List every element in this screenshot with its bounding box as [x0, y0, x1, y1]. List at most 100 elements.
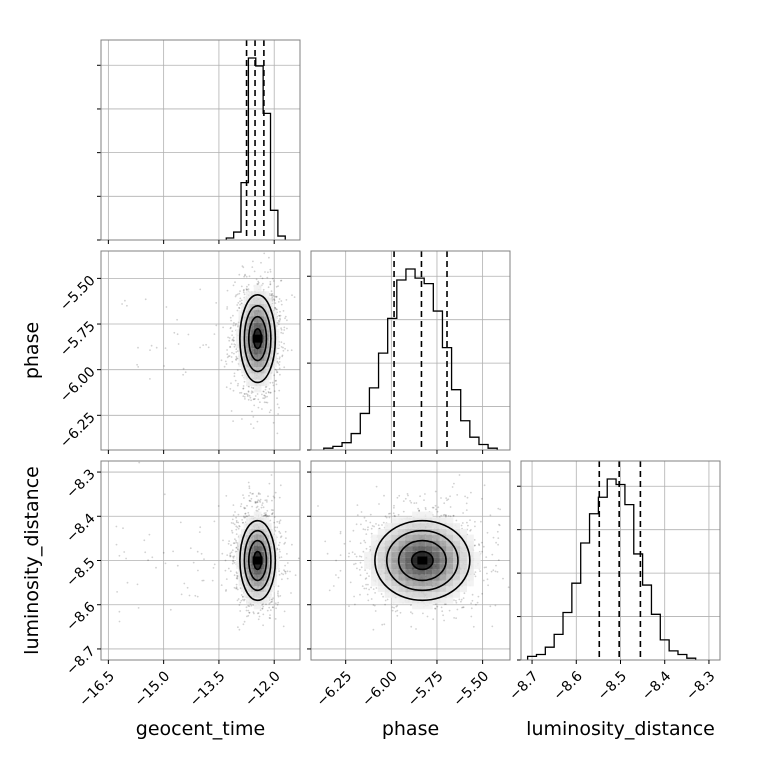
sample-point	[238, 307, 241, 309]
density-cell	[266, 360, 270, 368]
sample-point	[231, 339, 234, 341]
sample-point	[233, 574, 236, 577]
density-cell	[258, 354, 262, 361]
sample-point	[284, 541, 286, 544]
sample-point	[446, 499, 448, 502]
sample-point	[278, 367, 281, 370]
density-cell	[274, 534, 277, 541]
density-cell	[269, 592, 272, 598]
sample-point	[236, 572, 238, 575]
sample-point	[197, 569, 199, 572]
density-cell	[405, 540, 413, 547]
sample-point	[247, 614, 250, 617]
density-cell	[274, 316, 277, 323]
sample-point	[262, 506, 265, 509]
sample-point	[278, 357, 281, 360]
sample-point	[364, 569, 366, 571]
sample-point	[122, 527, 124, 530]
sample-point	[256, 420, 259, 423]
sample-point	[262, 282, 264, 285]
sample-point	[259, 501, 262, 503]
sample-point	[404, 497, 407, 500]
density-cell	[460, 574, 467, 581]
sample-point	[242, 291, 245, 294]
sample-point	[273, 298, 275, 301]
density-cell	[405, 597, 413, 604]
sample-point	[473, 573, 476, 576]
sample-point	[261, 603, 264, 605]
sample-point	[245, 515, 248, 518]
sample-point	[445, 514, 447, 517]
density-cell	[258, 373, 262, 380]
density-cell	[418, 528, 426, 535]
sample-point	[217, 505, 220, 507]
sample-point	[280, 327, 282, 330]
sample-point	[236, 304, 239, 306]
sample-point	[271, 299, 274, 302]
sample-point	[356, 504, 359, 506]
sample-point	[270, 598, 273, 601]
density-cell	[269, 373, 272, 380]
sample-point	[255, 495, 258, 498]
density-cell	[269, 310, 272, 317]
density-cell	[266, 586, 270, 593]
density-cell	[241, 557, 244, 564]
sample-point	[225, 386, 228, 389]
sample-point	[437, 506, 440, 509]
density-cell	[460, 546, 467, 552]
sample-point	[297, 557, 300, 560]
density-cell	[261, 557, 265, 564]
scatter-luminosity-distance-vs-phase-peak	[417, 556, 428, 565]
sample-point	[352, 529, 355, 532]
density-cell	[439, 523, 447, 529]
sample-point	[223, 365, 226, 368]
sample-point	[267, 515, 269, 518]
density-cell	[246, 546, 249, 552]
density-cell	[453, 592, 461, 598]
density-cell	[264, 563, 267, 570]
sample-point	[243, 507, 246, 510]
sample-point	[233, 352, 235, 355]
density-cell	[261, 341, 265, 349]
sample-point	[236, 542, 239, 544]
density-cell	[432, 534, 440, 541]
sample-point	[453, 482, 455, 485]
sample-point	[283, 326, 286, 329]
hist-luminosity-distance-xtick-label-2: −8.5	[595, 668, 630, 703]
density-cell	[432, 574, 440, 581]
sample-point	[240, 599, 243, 602]
sample-point	[265, 514, 268, 517]
sample-point	[248, 611, 251, 614]
sample-point	[369, 521, 372, 524]
sample-point	[284, 564, 286, 567]
scatter-phase-vs-geocent-time-frame	[100, 250, 301, 451]
density-cell	[246, 329, 249, 336]
density-cell	[384, 569, 392, 575]
density-cell	[271, 528, 275, 535]
sample-point	[424, 493, 426, 495]
density-cell	[238, 310, 242, 317]
density-cell	[274, 360, 277, 368]
sample-point	[243, 515, 245, 518]
sample-point	[396, 496, 399, 499]
density-cell	[251, 379, 254, 387]
sample-point	[235, 358, 237, 361]
sample-point	[176, 333, 179, 336]
density-cell	[439, 534, 447, 541]
sample-point	[366, 572, 368, 575]
density-cell	[251, 303, 254, 311]
scatter-luminosity-distance-vs-phase-xtick-label-1: −6.00	[359, 668, 401, 710]
sample-point	[201, 579, 204, 582]
sample-point	[231, 531, 234, 534]
density-cell	[251, 534, 254, 541]
density-cell	[460, 540, 467, 547]
density-cell	[425, 574, 433, 581]
sample-point	[374, 610, 377, 612]
sample-point	[258, 508, 260, 511]
sample-point	[233, 339, 235, 342]
density-cell	[412, 569, 419, 575]
density-cell	[377, 586, 385, 593]
density-cell	[266, 523, 270, 529]
density-cell	[251, 517, 254, 524]
sample-point	[235, 525, 238, 528]
